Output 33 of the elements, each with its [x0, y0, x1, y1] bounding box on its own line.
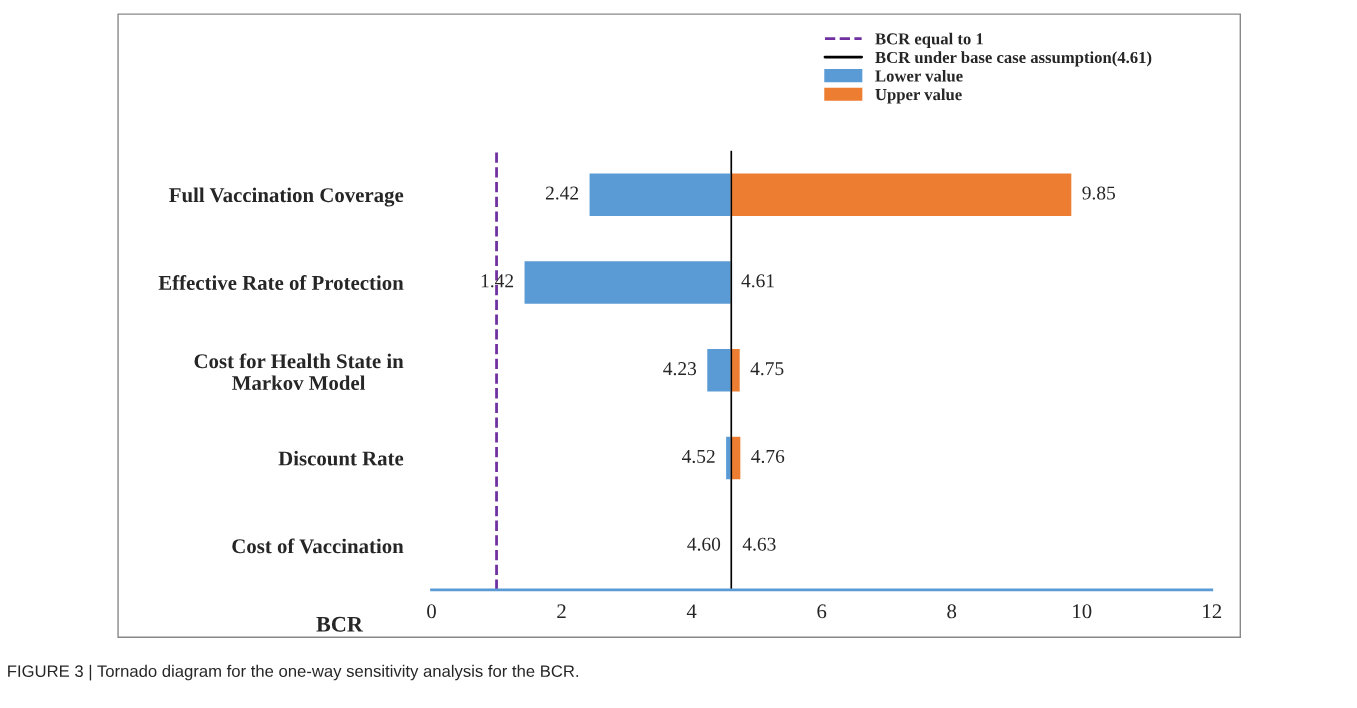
x-tick-label: 10	[1073, 604, 1092, 619]
annotation: 4.75	[750, 362, 784, 376]
annotation: 2.42	[545, 186, 579, 200]
annotation: 9.85	[1082, 186, 1116, 200]
x-tick-label: 0	[427, 604, 436, 619]
annotation: 4.76	[751, 449, 785, 464]
legend-label: BCR equal to 1	[875, 32, 983, 48]
y-tick-label: Cost of Vaccination	[232, 538, 404, 554]
bar	[730, 435, 742, 481]
bar	[523, 259, 732, 306]
annotation: 4.63	[742, 537, 776, 551]
x-tick-label: 6	[817, 604, 827, 619]
caption: FIGURE 3 | Tornado diagram for the one-way sensitivity analysis for the BCR.	[8, 664, 579, 681]
x-axis-title: BCR	[316, 616, 364, 632]
y-tick-label: Full Vaccination Coverage	[169, 187, 404, 207]
annotation: 4.61	[741, 274, 774, 288]
annotation: 4.52	[682, 449, 715, 464]
annotation: 4.23	[663, 362, 697, 376]
annotation: 1.42	[481, 274, 514, 288]
bar	[705, 347, 732, 393]
legend-label: Upper value	[875, 88, 962, 104]
annotation: 4.60	[687, 537, 721, 551]
x-tick-label: 8	[947, 604, 957, 619]
x-tick-label: 4	[686, 604, 697, 619]
y-tick-label: Discount Rate	[278, 450, 404, 466]
y-tick-label: Cost for Health State in Markov Model	[194, 353, 404, 391]
legend-label: BCR under base case assumption(4.61)	[875, 51, 1152, 67]
x-tick-label: 2	[557, 604, 566, 619]
bar	[730, 172, 1073, 218]
x-tick-label: 12	[1203, 604, 1222, 619]
bar	[588, 172, 732, 218]
legend-label: Lower value	[875, 69, 963, 82]
y-tick-label: Effective Rate of Protection	[158, 275, 404, 290]
